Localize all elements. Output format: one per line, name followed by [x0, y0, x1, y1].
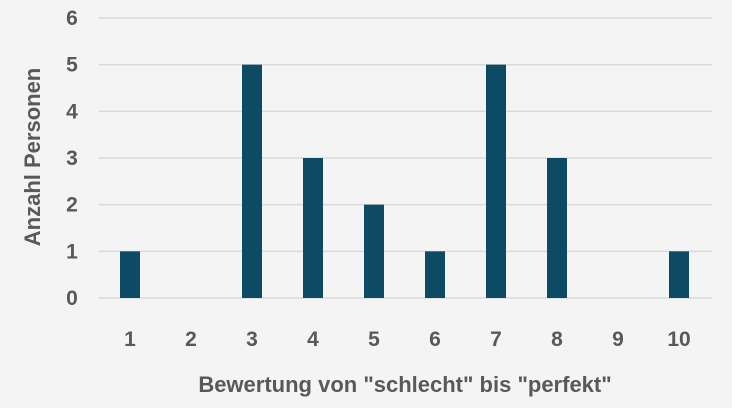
bar-4	[303, 158, 323, 298]
y-tick-label: 0	[66, 287, 78, 310]
bar-5	[364, 204, 384, 298]
gridlines	[99, 17, 712, 299]
x-tick-label: 6	[429, 328, 441, 351]
y-tick-label: 6	[66, 7, 78, 30]
y-tick-label: 1	[66, 240, 78, 263]
x-axis-title: Bewertung von "schlecht" bis "perfekt"	[198, 372, 611, 397]
x-tick-label: 3	[246, 328, 258, 351]
x-tick-label: 2	[185, 328, 197, 351]
y-tick-label: 2	[66, 194, 78, 217]
x-tick-label: 7	[490, 328, 502, 351]
y-tick-label: 3	[66, 147, 78, 170]
y-axis-ticks: 0 1 2 3 4 5 6	[66, 7, 78, 310]
y-tick-label: 5	[66, 54, 78, 77]
y-tick-label: 4	[66, 100, 78, 123]
x-tick-label: 5	[368, 328, 380, 351]
bar-7	[486, 64, 506, 299]
bar-1	[120, 251, 140, 298]
y-axis-title: Anzahl Personen	[20, 68, 45, 246]
bar-8	[547, 158, 567, 298]
bar-6	[425, 251, 445, 298]
bar-3	[242, 64, 262, 299]
bar-10	[669, 251, 689, 298]
x-tick-label: 10	[667, 328, 690, 351]
x-axis-ticks: 1 2 3 4 5 6 7 8 9 10	[124, 328, 691, 351]
bars	[120, 64, 689, 299]
x-tick-label: 8	[551, 328, 563, 351]
x-tick-label: 4	[307, 328, 319, 351]
x-tick-label: 9	[612, 328, 624, 351]
x-tick-label: 1	[124, 328, 136, 351]
